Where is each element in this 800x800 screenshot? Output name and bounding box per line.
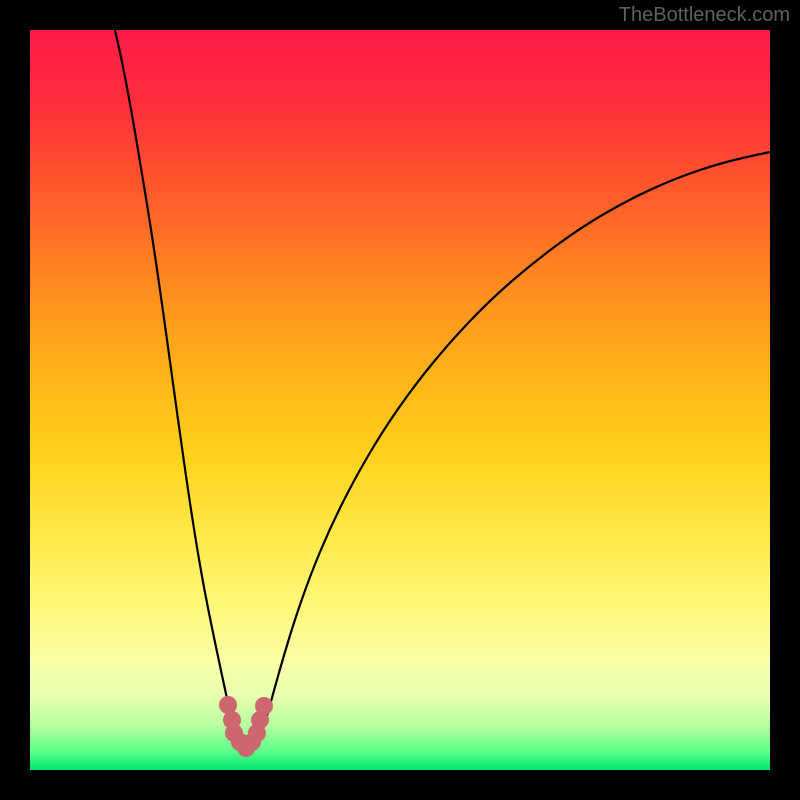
plot-area	[30, 30, 770, 770]
marker-dot	[255, 697, 273, 715]
chart-container: TheBottleneck.com	[0, 0, 800, 800]
watermark-text: TheBottleneck.com	[619, 4, 790, 27]
gradient-background	[30, 30, 770, 770]
